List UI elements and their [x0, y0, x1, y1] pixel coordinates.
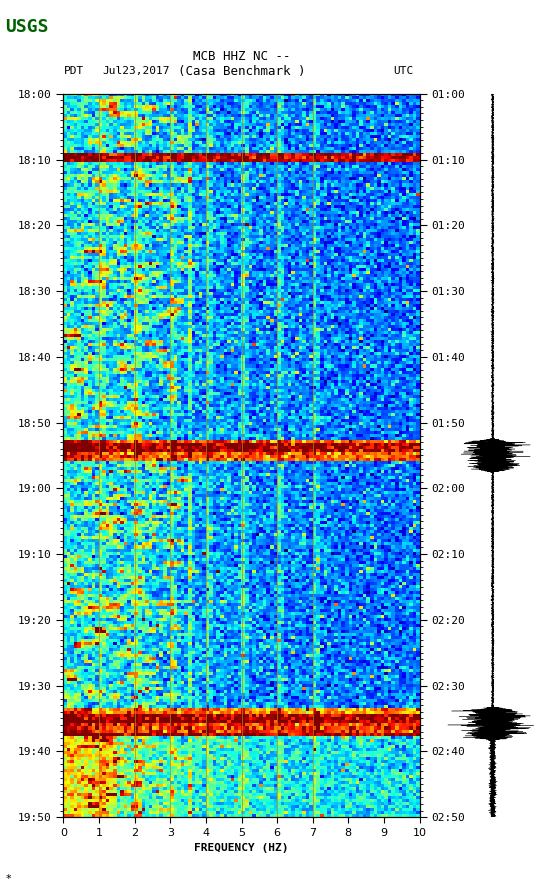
Text: PDT: PDT [63, 66, 84, 77]
X-axis label: FREQUENCY (HZ): FREQUENCY (HZ) [194, 843, 289, 853]
Text: UTC: UTC [394, 66, 414, 77]
Text: *: * [6, 874, 11, 884]
Text: MCB HHZ NC --: MCB HHZ NC -- [193, 50, 290, 63]
Text: (Casa Benchmark ): (Casa Benchmark ) [178, 65, 305, 78]
Text: Jul23,2017: Jul23,2017 [102, 66, 169, 77]
Text: USGS: USGS [6, 18, 49, 36]
